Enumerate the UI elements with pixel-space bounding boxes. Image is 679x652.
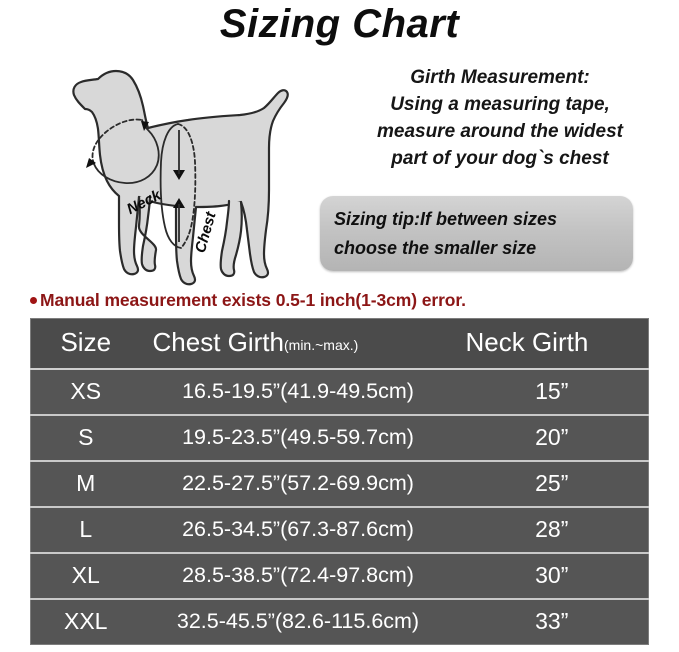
- girth-line-3: measure around the widest: [376, 121, 623, 142]
- chest-girth-main: Chest Girth: [152, 327, 285, 357]
- dog-illustration: Neck Chest: [28, 62, 328, 290]
- cell-chest: 19.5-23.5”(49.5-59.7cm): [140, 415, 456, 462]
- table-body: XS 16.5-19.5”(41.9-49.5cm) 15” S 19.5-23…: [30, 369, 649, 645]
- cell-chest: 32.5-45.5”(82.6-115.6cm): [140, 599, 456, 645]
- girth-line-1: Girth Measurement:: [410, 67, 590, 88]
- table-row: L 26.5-34.5”(67.3-87.6cm) 28”: [30, 507, 649, 554]
- cell-chest: 16.5-19.5”(41.9-49.5cm): [140, 369, 456, 416]
- cell-neck: 33”: [455, 599, 649, 645]
- manual-measurement-note: Manual measurement exists 0.5-1 inch(1-3…: [30, 290, 466, 311]
- cell-size: XS: [30, 369, 141, 416]
- cell-neck: 15”: [455, 369, 649, 416]
- cell-neck: 30”: [455, 553, 649, 600]
- chest-girth-sub: (min.~max.): [284, 337, 359, 353]
- column-header-size: Size: [30, 318, 141, 370]
- cell-chest: 26.5-34.5”(67.3-87.6cm): [140, 507, 456, 554]
- cell-size: XXL: [30, 599, 141, 645]
- manual-note-text: Manual measurement exists 0.5-1 inch(1-3…: [40, 290, 466, 310]
- table-row: XL 28.5-38.5”(72.4-97.8cm) 30”: [30, 553, 649, 600]
- cell-size: XL: [30, 553, 141, 600]
- bullet-icon: [30, 297, 37, 304]
- cell-neck: 25”: [455, 461, 649, 508]
- cell-size: S: [30, 415, 141, 462]
- girth-line-2: Using a measuring tape,: [390, 94, 610, 115]
- dog-silhouette-svg: [72, 69, 289, 286]
- sizing-tip-box: Sizing tip:If between sizes choose the s…: [320, 196, 633, 271]
- size-chart-table: Size Chest Girth(min.~max.) Neck Girth X…: [30, 318, 649, 645]
- cell-size: M: [30, 461, 141, 508]
- sizing-tip-line-2: choose the smaller size: [334, 238, 537, 258]
- column-header-chest-girth: Chest Girth(min.~max.): [140, 318, 456, 370]
- girth-measurement-instructions: Girth Measurement: Using a measuring tap…: [330, 64, 670, 172]
- cell-chest: 22.5-27.5”(57.2-69.9cm): [140, 461, 456, 508]
- sizing-tip-line-1: Sizing tip:If between sizes: [334, 209, 558, 229]
- table-row: S 19.5-23.5”(49.5-59.7cm) 20”: [30, 415, 649, 462]
- cell-size: L: [30, 507, 141, 554]
- table-row: M 22.5-27.5”(57.2-69.9cm) 25”: [30, 461, 649, 508]
- cell-chest: 28.5-38.5”(72.4-97.8cm): [140, 553, 456, 600]
- cell-neck: 20”: [455, 415, 649, 462]
- cell-neck: 28”: [455, 507, 649, 554]
- table-header-row: Size Chest Girth(min.~max.) Neck Girth: [30, 318, 649, 370]
- page-title: Sizing Chart: [219, 2, 460, 46]
- table-row: XS 16.5-19.5”(41.9-49.5cm) 15”: [30, 369, 649, 416]
- girth-line-4: part of your dog`s chest: [391, 148, 609, 169]
- table-row: XXL 32.5-45.5”(82.6-115.6cm) 33”: [30, 599, 649, 645]
- column-header-neck-girth: Neck Girth: [455, 318, 649, 370]
